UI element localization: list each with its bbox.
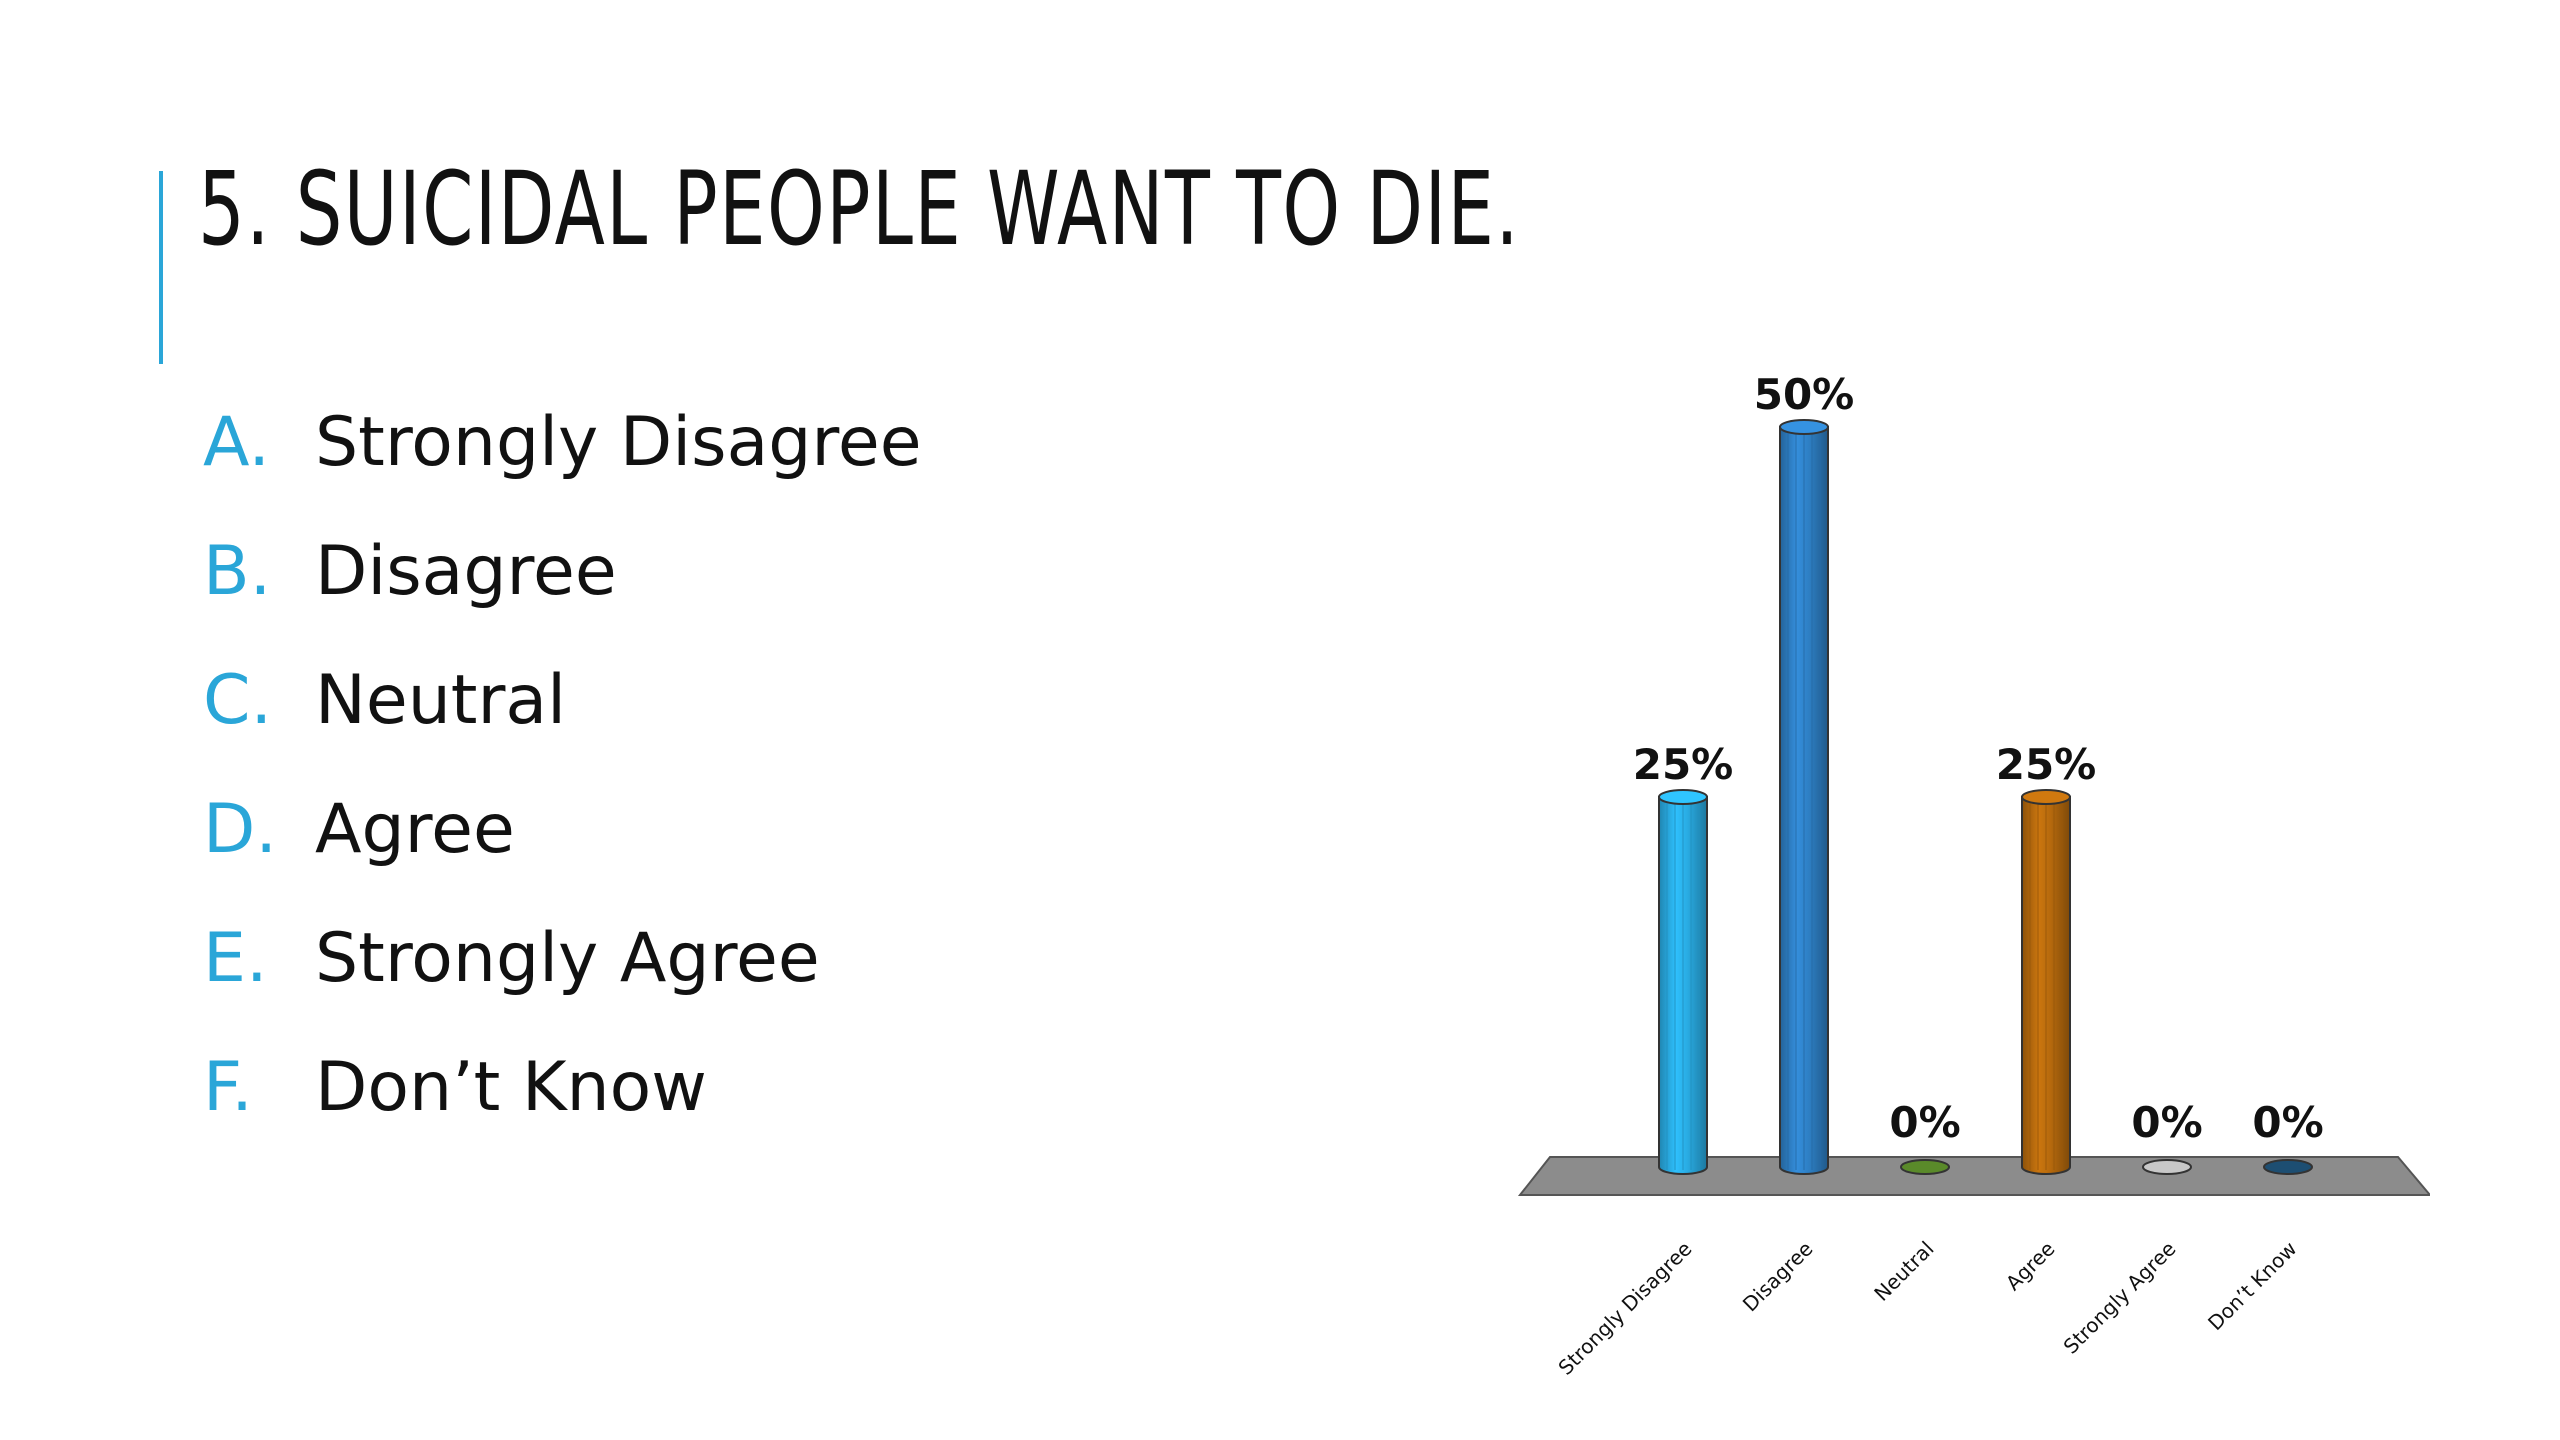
data-label-0: 25%	[1633, 740, 1734, 789]
option-letter: E.	[203, 919, 268, 998]
category-label-0: Strongly Disagree	[1553, 1237, 1696, 1380]
data-label-4: 0%	[2131, 1098, 2202, 1147]
option-text: Strongly Disagree	[315, 403, 922, 482]
category-label-2: Neutral	[1869, 1237, 1938, 1306]
bar-cap-1	[1779, 419, 1829, 435]
bar-5	[2263, 1159, 2313, 1175]
answer-option-d: D. Agree	[203, 765, 922, 894]
option-text: Strongly Agree	[315, 919, 820, 998]
poll-results-chart: 25% Strongly Disagree 50% Disagree 0% Neutral…	[1490, 360, 2430, 1400]
category-label-1: Disagree	[1738, 1237, 1818, 1317]
option-text: Neutral	[315, 661, 566, 740]
data-label-1: 50%	[1754, 370, 1855, 419]
bar-cap-0	[1658, 789, 1708, 805]
answer-option-a: A. Strongly Disagree	[203, 378, 922, 507]
option-letter: F.	[203, 1048, 253, 1127]
chart-floor	[1517, 1156, 2430, 1196]
answer-options-list: A. Strongly Disagree B. Disagree C. Neut…	[203, 378, 922, 1152]
option-letter: C.	[203, 661, 273, 740]
bar-4	[2142, 1159, 2192, 1175]
category-label-4: Strongly Agree	[2059, 1237, 2181, 1359]
option-text: Don’t Know	[315, 1048, 707, 1127]
data-label-2: 0%	[1889, 1098, 1960, 1147]
category-label-3: Agree	[2001, 1237, 2060, 1296]
category-label-5: Don’t Know	[2203, 1237, 2301, 1335]
answer-option-e: E. Strongly Agree	[203, 894, 922, 1023]
slide-title: 5. SUICIDAL PEOPLE WANT TO DIE.	[198, 150, 1521, 269]
data-label-3: 25%	[1996, 740, 2097, 789]
answer-option-f: F. Don’t Know	[203, 1023, 922, 1152]
option-text: Agree	[315, 790, 515, 869]
bar-2	[1900, 1159, 1950, 1175]
data-label-5: 0%	[2252, 1098, 2323, 1147]
answer-option-b: B. Disagree	[203, 507, 922, 636]
option-text: Disagree	[315, 532, 617, 611]
option-letter: D.	[203, 790, 277, 869]
bar-cap-3	[2021, 789, 2071, 805]
chart-canvas: 25% Strongly Disagree 50% Disagree 0% Neutral…	[1517, 370, 2430, 1380]
option-letter: A.	[203, 403, 270, 482]
title-accent-bar	[159, 171, 163, 364]
option-letter: B.	[203, 532, 272, 611]
answer-option-c: C. Neutral	[203, 636, 922, 765]
